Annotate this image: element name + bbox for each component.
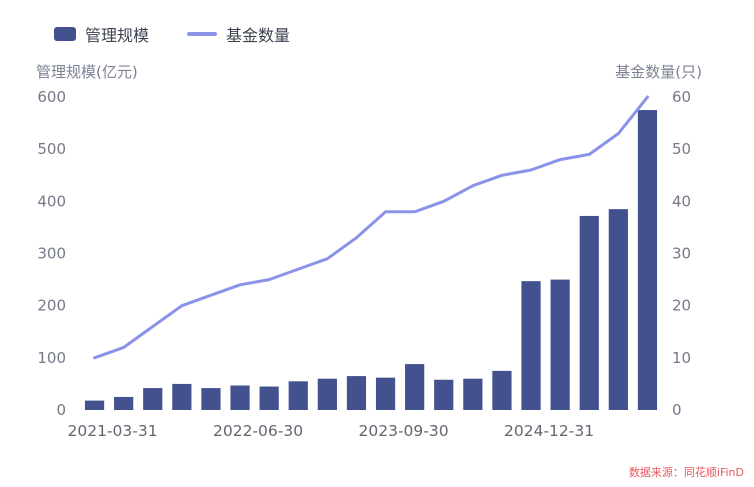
right-axis-tick-label: 0 (672, 401, 682, 419)
left-axis-tick-label: 300 (37, 245, 66, 263)
data-source-note: 数据来源：同花顺iFinD (628, 466, 744, 479)
right-axis-tick-label: 40 (672, 192, 691, 210)
line-series-swatch-icon (187, 32, 218, 36)
bar (201, 388, 221, 410)
left-axis-tick-label: 400 (37, 192, 66, 210)
right-axis-tick-label: 10 (672, 349, 691, 367)
bar (259, 386, 279, 410)
bar (521, 281, 541, 410)
legend: 管理规模 基金数量 (54, 22, 290, 46)
bar (608, 209, 628, 410)
bar (492, 370, 512, 410)
bar (114, 396, 134, 410)
x-axis-tick-label: 2024-12-31 (504, 422, 594, 440)
bar (375, 377, 396, 410)
line-series (93, 95, 649, 360)
bar (550, 279, 570, 410)
x-axis-tick-label: 2021-03-31 (68, 422, 158, 440)
left-axis-tick-label: 200 (37, 297, 66, 315)
left-axis-title: 管理规模(亿元) (36, 63, 138, 81)
right-axis-tick-label: 30 (672, 245, 691, 263)
legend-label: 基金数量 (226, 26, 291, 45)
bar (84, 400, 105, 410)
bar (172, 383, 192, 410)
bar (143, 388, 163, 410)
bar (579, 215, 599, 410)
left-axis-tick-label: 600 (37, 88, 66, 106)
bar (317, 378, 337, 410)
legend-label: 管理规模 (85, 26, 150, 45)
x-axis-tick-label: 2023-09-30 (359, 422, 449, 440)
bar (230, 385, 250, 410)
right-axis-tick-label: 20 (672, 297, 691, 315)
bar-series-swatch-icon (54, 27, 76, 41)
left-axis-tick-label: 0 (56, 401, 66, 419)
bar (637, 110, 658, 411)
bar (463, 378, 483, 410)
left-axis-tick-label: 500 (37, 140, 66, 158)
left-axis-tick-label: 100 (37, 349, 66, 367)
right-axis-tick-label: 50 (672, 140, 691, 158)
bar (434, 379, 454, 410)
right-axis-tick-label: 60 (672, 88, 691, 106)
legend-item-line-series[interactable]: 基金数量 (187, 22, 290, 46)
bar (346, 376, 367, 410)
x-axis-tick-label: 2022-06-30 (213, 422, 303, 440)
right-axis-title: 基金数量(只) (615, 63, 702, 81)
bar (288, 381, 308, 410)
legend-item-bar-series[interactable]: 管理规模 (54, 22, 149, 46)
bar (405, 364, 425, 410)
